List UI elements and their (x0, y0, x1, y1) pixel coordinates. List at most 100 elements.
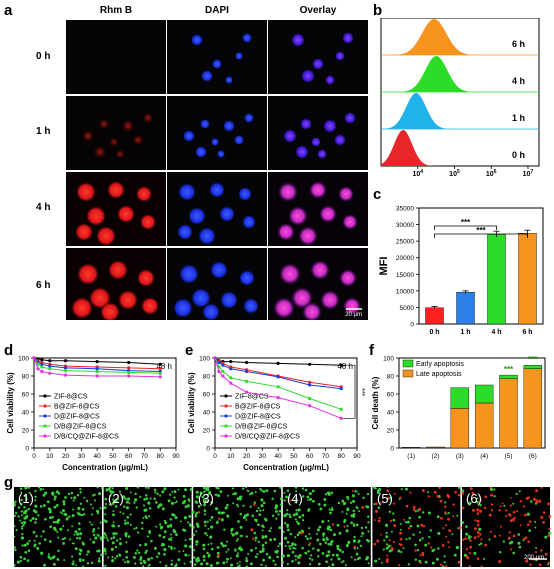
live-cell (260, 498, 264, 502)
live-cell (290, 544, 293, 547)
live-cell (104, 513, 107, 516)
x-tick-label: 0 h (429, 329, 439, 336)
live-cell (433, 548, 436, 551)
dead-cell (421, 554, 425, 557)
live-cell (161, 542, 164, 546)
live-cell (117, 524, 120, 528)
live-cell (14, 500, 17, 503)
legend-label: ZIF-8@CS (235, 394, 269, 401)
dead-cell (409, 491, 412, 494)
live-cell (110, 547, 114, 551)
x-tick-label: 30 (78, 453, 86, 460)
live-cell (431, 561, 435, 565)
live-cell (20, 536, 25, 540)
live-cell (104, 520, 108, 523)
live-cell (337, 557, 341, 561)
live-cell (124, 522, 127, 525)
dead-cell (516, 510, 519, 513)
live-cell (360, 535, 363, 538)
live-cell (110, 537, 113, 540)
live-cell (286, 523, 290, 527)
live-cell (184, 544, 188, 548)
cell-overlay (279, 263, 301, 285)
live-cell (347, 540, 351, 544)
live-cell (274, 506, 278, 510)
dead-cell (509, 504, 512, 507)
dead-cell (501, 502, 504, 505)
row-label-4h: 4 h (36, 202, 51, 213)
live-cell (92, 530, 95, 533)
live-cell (389, 496, 392, 500)
live-cell (307, 550, 310, 553)
live-cell (24, 487, 28, 490)
live-cell (20, 527, 24, 530)
live-cell (49, 557, 53, 560)
live-cell (111, 541, 115, 545)
live-cell (206, 493, 209, 496)
live-cell (222, 561, 226, 565)
live-cell (23, 506, 26, 509)
live-cell (265, 489, 269, 493)
live-cell (98, 557, 101, 560)
live-cell (144, 543, 148, 546)
dead-cell (218, 517, 221, 520)
live-cell (86, 553, 89, 556)
cell-rhmb (132, 134, 144, 146)
live-cell (159, 526, 163, 530)
y-tick-label: 0 (206, 446, 210, 453)
live-cell (251, 514, 254, 518)
dead-cell (465, 555, 469, 559)
bar-6h (518, 232, 537, 325)
live-cell (278, 509, 282, 513)
live-cell (330, 539, 334, 543)
legend-swatch (402, 359, 414, 368)
data-point (308, 396, 312, 401)
live-cell (62, 524, 65, 528)
live-cell (62, 500, 66, 504)
live-cell (240, 534, 243, 537)
live-cell (36, 546, 40, 550)
live-cell (548, 531, 552, 535)
live-cell (216, 520, 219, 523)
data-point (40, 369, 44, 374)
significance-bracket (343, 364, 356, 419)
dead-cell (509, 548, 513, 551)
dead-cell (476, 512, 480, 515)
cell-dapi (200, 119, 210, 129)
live-cell (40, 551, 44, 555)
live-cell (216, 546, 220, 549)
column-header-rhmb: Rhm B (99, 5, 133, 16)
live-cell (71, 555, 74, 558)
panel-label-c: c (373, 186, 382, 203)
live-cell (255, 520, 258, 523)
live-cell (298, 515, 302, 519)
live-cell (295, 512, 299, 516)
live-cell (202, 543, 206, 547)
significance-label: *** (528, 355, 538, 364)
live-cell (283, 536, 288, 540)
live-cell (139, 558, 143, 561)
live-cell (62, 502, 66, 506)
live-cell (367, 530, 370, 533)
live-cell (249, 562, 253, 566)
y-tick-label: 60 (22, 392, 30, 399)
live-cell (133, 501, 136, 504)
dead-cell (457, 493, 461, 497)
live-cell (182, 494, 186, 498)
cell-rhmb (86, 206, 106, 226)
live-cell (327, 525, 330, 529)
live-cell (353, 524, 356, 527)
live-cell (274, 563, 277, 566)
live-cell (159, 494, 162, 497)
live-cell (489, 487, 493, 491)
cell-dapi (212, 59, 222, 69)
data-point (48, 364, 52, 368)
live-cell (124, 519, 127, 522)
live-cell (349, 501, 353, 504)
live-cell (443, 560, 446, 564)
live-cell (331, 506, 334, 509)
dead-cell (373, 542, 377, 546)
dead-cell (378, 517, 381, 520)
cell-dapi (177, 224, 193, 240)
live-cell (385, 531, 388, 534)
